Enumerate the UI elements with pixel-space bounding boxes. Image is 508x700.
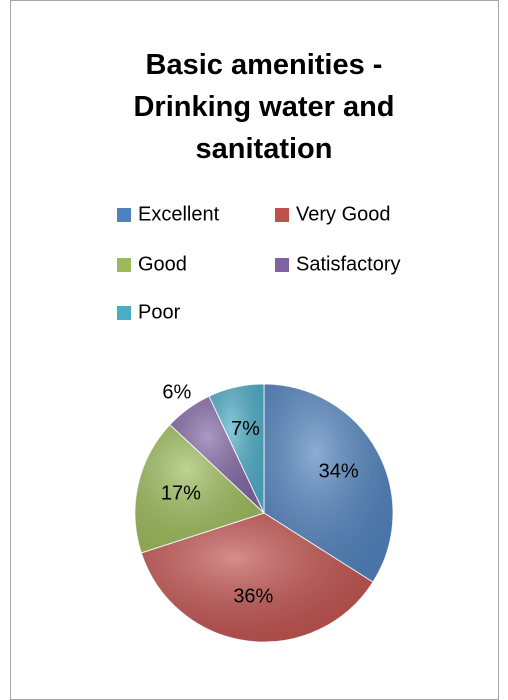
slice-shade: [141, 513, 373, 642]
slice-shade: [134, 424, 264, 553]
data-label: 7%: [231, 418, 260, 440]
legend-swatch: [117, 306, 131, 320]
data-label: 34%: [319, 460, 359, 482]
slice-shade: [169, 396, 264, 513]
legend-label: Very Good: [296, 203, 391, 225]
chart-title: Basic amenities - Drinking water and san…: [133, 49, 395, 165]
legend-swatch: [275, 208, 289, 222]
slice-shade: [264, 384, 394, 583]
data-label: 36%: [233, 586, 273, 608]
legend-label: Excellent: [138, 203, 220, 225]
data-label: 17%: [161, 483, 201, 505]
legend-swatch: [117, 258, 131, 272]
legend-label: Satisfactory: [296, 253, 400, 275]
legend-swatch: [117, 208, 131, 222]
data-label: 6%: [162, 381, 191, 403]
legend-label: Good: [138, 253, 187, 275]
legend-label: Poor: [138, 301, 181, 323]
legend-swatch: [275, 258, 289, 272]
slice-shade: [209, 384, 264, 513]
